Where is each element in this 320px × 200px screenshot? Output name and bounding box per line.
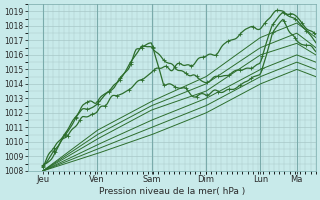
X-axis label: Pression niveau de la mer( hPa ): Pression niveau de la mer( hPa ): [99, 187, 245, 196]
